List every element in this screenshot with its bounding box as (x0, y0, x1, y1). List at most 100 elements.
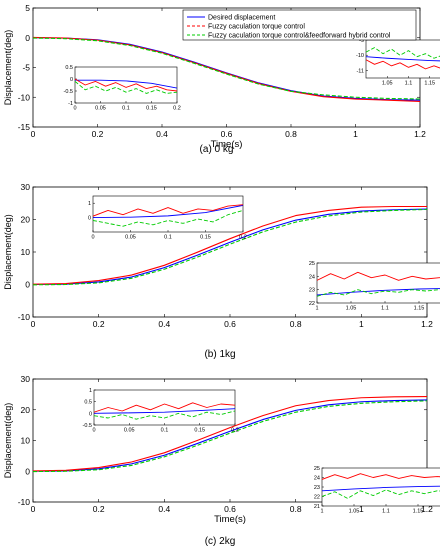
inset-x-tick-label: 0.15 (200, 235, 211, 241)
x-tick-label: 0.2 (93, 504, 105, 514)
inset-line-desired (317, 288, 440, 296)
inset-y-tick-label: 0 (88, 216, 91, 222)
x-tick-label: 0.6 (224, 504, 236, 514)
inset-area (316, 262, 440, 304)
inset-x-tick-label: 0.15 (194, 428, 205, 434)
x-tick-label: 0.8 (290, 504, 302, 514)
inset-series (75, 78, 177, 94)
inset-plot: 11.051.11.151.22122232425 (314, 466, 440, 515)
inset-x-tick-label: 0 (91, 235, 94, 241)
y-tick-label: -10 (18, 497, 31, 507)
y-tick-label: -5 (22, 63, 30, 73)
inset-x-tick-label: 0.05 (95, 106, 106, 112)
inset-x-tick-label: 0.1 (164, 235, 172, 241)
inset-y-tick-label: 25 (309, 261, 315, 267)
inset-line-fuzzy (75, 78, 177, 92)
y-tick-label: 30 (21, 374, 31, 384)
inset-x-tick-label: 0 (92, 428, 95, 434)
series-line-hybrid (32, 208, 428, 286)
y-tick-label: -15 (18, 122, 31, 132)
series-line-fuzzy (32, 205, 427, 285)
inset-y-tick-label: 23 (314, 485, 320, 491)
x-tick-label: 0.2 (92, 129, 104, 139)
inset-x-tick-label: 0.1 (122, 106, 130, 112)
inset-y-tick-label: 24 (309, 274, 315, 280)
inset-series (322, 473, 440, 499)
legend-entry: Fuzzy caculation torque control&feedforw… (208, 33, 391, 40)
inset-x-tick-label: 1.1 (405, 81, 413, 87)
inset-line-hybrid (93, 209, 243, 227)
x-tick-label: 0 (31, 129, 36, 139)
inset-y-tick-label: 22 (314, 495, 320, 501)
x-tick-label: 0.8 (285, 129, 297, 139)
inset-plot: 0 0.05 0.1 0.15 0.2-0.500.51 (83, 388, 239, 434)
y-tick-label: 0 (25, 33, 30, 43)
inset-y-tick-label: 22 (309, 301, 315, 307)
inset-line-desired (366, 56, 440, 62)
panel-caption: (a) 0 kg (200, 144, 234, 155)
panel-caption: (c) 2kg (205, 536, 236, 547)
inset-x-tick-label: 1 (320, 509, 323, 515)
inset-y-tick-label: 23 (309, 288, 315, 294)
x-tick-label: 0.4 (156, 129, 168, 139)
inset-y-tick-label: 24 (314, 476, 320, 482)
inset-plot: 11.051.11.151.222232425 (309, 261, 440, 312)
y-axis-label: Displacement(deg) (3, 30, 13, 106)
inset-y-tick-label: -0.5 (83, 423, 92, 429)
inset-x-tick-label: 0 (73, 106, 76, 112)
chart-panel: 0 0.2 0.4 0.6 0.8 1 1.2-100102030Displacement(… (3, 374, 440, 547)
x-tick-label: 1 (353, 129, 358, 139)
y-tick-label: 10 (21, 436, 31, 446)
inset-x-tick-label: 1.05 (346, 306, 357, 312)
inset-plot: 1.051.11.151.2-11-10-9 (356, 38, 440, 87)
inset-y-tick-label: -11 (356, 68, 364, 74)
x-tick-label: 0.6 (224, 319, 236, 329)
inset-line-desired (94, 408, 235, 414)
legend: Desired displacement Fuzzy caculation tor… (182, 9, 417, 41)
y-tick-label: -10 (18, 92, 31, 102)
inset-y-tick-label: -10 (356, 53, 364, 59)
inset-x-tick-label: 1 (315, 306, 318, 312)
inset-x-tick-label: 1.05 (349, 509, 360, 515)
inset-line-desired (322, 485, 440, 492)
inset-plot: 0 0.05 0.1 0.15 0.2 0 1 (88, 195, 247, 241)
x-tick-label: 0.6 (221, 129, 233, 139)
series-line-hybrid (32, 37, 421, 100)
inset-y-tick-label: 1 (88, 201, 91, 207)
inset-y-tick-label: 0 (70, 77, 73, 83)
x-tick-label: 0 (31, 319, 36, 329)
inset-x-tick-label: 1.1 (381, 306, 389, 312)
inset-y-tick-label: 1 (89, 388, 92, 394)
x-axis-label: Time(s) (214, 514, 246, 525)
inset-line-hybrid (322, 489, 440, 499)
inset-area (92, 195, 244, 233)
inset-line-fuzzy (366, 59, 440, 70)
legend-entry: Desired displacement (208, 15, 275, 22)
series-line-fuzzy (32, 36, 421, 102)
inset-line-fuzzy (322, 473, 440, 480)
x-axis-label: Time(s) (211, 139, 243, 150)
x-tick-label: 0.4 (158, 319, 170, 329)
x-tick-label: 1.2 (421, 504, 433, 514)
series-line-hybrid (32, 400, 428, 473)
inset-line-fuzzy (94, 402, 235, 413)
inset-x-tick-label: 1.15 (413, 509, 424, 515)
x-tick-label: 1 (359, 319, 364, 329)
inset-x-tick-label: 1.05 (382, 81, 393, 87)
chart-panel: 0 0.2 0.4 0.6 0.8 1 1.2-15-10-505Displacement(… (3, 3, 440, 155)
inset-x-tick-label: 0.05 (124, 428, 135, 434)
x-tick-label: 0.2 (93, 319, 105, 329)
y-tick-label: 20 (21, 405, 31, 415)
y-axis-label: Displacement(deg) (3, 214, 13, 290)
legend-entry: Fuzzy caculation torque control (208, 24, 305, 31)
inset-x-tick-label: 0.2 (231, 428, 239, 434)
inset-x-tick-label: 1.1 (382, 509, 390, 515)
inset-line-fuzzy (317, 271, 440, 281)
y-tick-label: 0 (25, 466, 30, 476)
inset-y-tick-label: 0.5 (84, 400, 92, 406)
inset-y-tick-label: -1 (68, 101, 73, 107)
inset-x-tick-label: 0.1 (161, 428, 169, 434)
legend-box (182, 9, 417, 41)
y-tick-label: 20 (21, 215, 31, 225)
x-tick-label: 0 (31, 504, 36, 514)
